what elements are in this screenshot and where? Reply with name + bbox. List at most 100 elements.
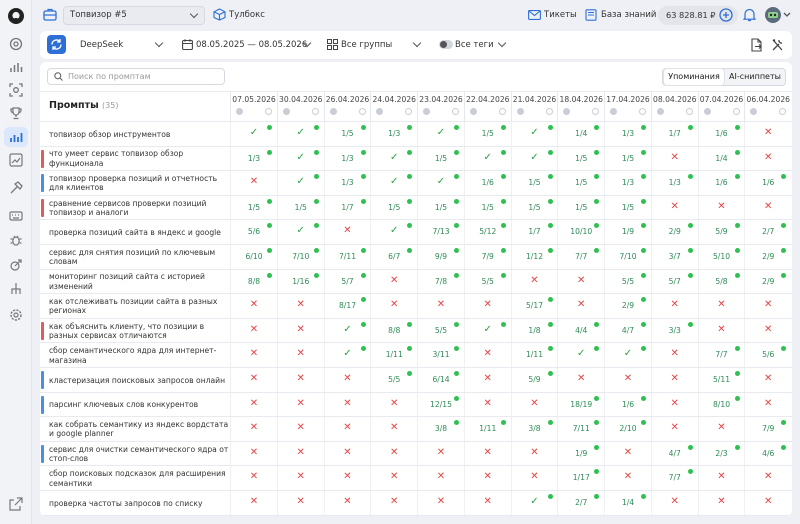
prompt-label[interactable]: топвизор проверка позиций и отчетность д… [49, 173, 218, 193]
mention-cell[interactable]: 1/5 [276, 195, 323, 221]
date-column-header[interactable]: 21.04.2026 [510, 92, 557, 121]
mention-cell[interactable]: 12/15 [417, 392, 463, 418]
date-column-header[interactable]: 26.04.2026 [323, 92, 370, 121]
mention-cell[interactable]: ✕ [744, 146, 790, 172]
mention-cell[interactable]: ✕ [604, 466, 650, 491]
date-range-selector[interactable]: 08.05.2025 — 08.05.2026 [196, 40, 308, 50]
mention-cell[interactable]: 1/5 [417, 195, 463, 221]
mention-cell[interactable]: 7/8 [417, 269, 463, 295]
date-column-header[interactable]: 17.04.2026 [604, 92, 650, 121]
table-row[interactable]: как отслеживать позиции сайта в разных р… [40, 294, 792, 319]
mention-cell[interactable]: 7/9 [463, 245, 510, 270]
mention-cell[interactable]: 7/10 [604, 245, 650, 270]
mention-cell[interactable]: ✓ [557, 343, 603, 368]
mention-cell[interactable]: 5/8 [697, 269, 744, 295]
prompt-label[interactable]: как объяснить клиенту, что позиции в раз… [49, 321, 205, 341]
mention-cell[interactable]: 8/8 [230, 269, 276, 295]
mention-cell[interactable]: 5/9 [697, 220, 744, 245]
tags-selector[interactable]: Все теги [455, 40, 494, 50]
date-column-header[interactable]: 07.04.2026 [697, 92, 744, 121]
mention-cell[interactable]: 5/5 [604, 269, 650, 295]
mention-cell[interactable]: 2/9 [744, 269, 790, 295]
mention-cell[interactable]: ✕ [230, 368, 276, 393]
mention-cell[interactable]: 1/7 [650, 122, 697, 147]
mention-cell[interactable]: ✓ [370, 171, 416, 196]
mention-cell[interactable]: ✓ [463, 318, 510, 344]
mention-cell[interactable]: 1/3 [604, 122, 650, 147]
mention-cell[interactable]: 10/10 [557, 220, 603, 245]
mention-cell[interactable]: 3/8 [417, 417, 463, 442]
mention-cell[interactable]: ✕ [604, 368, 650, 393]
mention-cell[interactable]: 8/17 [323, 294, 370, 319]
mention-cell[interactable]: 5/6 [230, 220, 276, 245]
table-row[interactable]: сбор поисковых подсказок для расширения … [40, 466, 792, 491]
mention-cell[interactable]: ✓ [276, 171, 323, 196]
mention-cell[interactable]: ✓ [510, 491, 557, 516]
date-column-header[interactable]: 07.05.2026 [230, 92, 276, 121]
mention-cell[interactable]: ✓ [463, 146, 510, 172]
prompt-label[interactable]: сервис для снятия позиций по ключевым сл… [49, 247, 216, 267]
table-row[interactable]: сервис для очистки семантического ядра о… [40, 441, 792, 467]
mention-cell[interactable]: 5/10 [697, 245, 744, 270]
mention-cell[interactable]: ✕ [276, 318, 323, 344]
tab-mentions[interactable]: Упоминания [664, 69, 724, 85]
mention-cell[interactable]: ✕ [417, 491, 463, 516]
mention-cell[interactable]: ✕ [463, 368, 510, 393]
mention-cell[interactable]: ✕ [650, 392, 697, 418]
mention-cell[interactable]: 3/7 [650, 245, 697, 270]
mention-cell[interactable]: 7/7 [697, 343, 744, 368]
mention-cell[interactable]: ✕ [744, 466, 790, 491]
date-column-header[interactable]: 08.04.2026 [650, 92, 697, 121]
date-column-header[interactable]: 24.04.2026 [370, 92, 416, 121]
mention-cell[interactable]: ✕ [604, 441, 650, 467]
mention-cell[interactable]: 1/3 [323, 171, 370, 196]
mention-cell[interactable]: 8/8 [370, 318, 416, 344]
mention-cell[interactable]: ✓ [323, 343, 370, 368]
mention-cell[interactable]: ✕ [510, 466, 557, 491]
mention-cell[interactable]: 4/4 [557, 318, 603, 344]
mention-cell[interactable]: 4/6 [744, 441, 790, 467]
bar-chart-icon[interactable] [9, 60, 23, 74]
mention-cell[interactable]: 2/9 [744, 245, 790, 270]
mention-cell[interactable]: ✕ [230, 343, 276, 368]
mention-cell[interactable]: ✕ [510, 441, 557, 467]
mention-cell[interactable]: ✕ [230, 294, 276, 319]
mention-cell[interactable]: ✕ [650, 343, 697, 368]
mention-cell[interactable]: ✕ [276, 392, 323, 418]
satellite-icon[interactable] [9, 258, 23, 272]
mention-cell[interactable]: ✕ [463, 392, 510, 418]
mention-cell[interactable]: ✕ [650, 146, 697, 172]
mention-cell[interactable]: ✕ [230, 466, 276, 491]
table-row[interactable]: топвизор проверка позиций и отчетность д… [40, 171, 792, 196]
mention-cell[interactable]: ✕ [230, 318, 276, 344]
mention-cell[interactable]: ✕ [230, 392, 276, 418]
mention-cell[interactable]: 7/7 [650, 466, 697, 491]
mention-cell[interactable]: 1/6 [463, 171, 510, 196]
knowledge-base-link[interactable]: База знаний [601, 10, 657, 20]
mention-cell[interactable]: 3/11 [417, 343, 463, 368]
model-selector[interactable]: DeepSeek [80, 40, 124, 50]
prompt-label[interactable]: что умеет сервис топвизор обзор функцион… [49, 149, 184, 168]
mention-cell[interactable]: 1/7 [510, 220, 557, 245]
mention-cell[interactable]: 8/10 [697, 392, 744, 418]
structure-icon[interactable] [9, 282, 23, 296]
mention-cell[interactable]: 1/5 [557, 146, 603, 172]
mention-cell[interactable]: ✕ [650, 368, 697, 393]
ai-visibility-icon[interactable] [9, 130, 23, 144]
table-row[interactable]: проверка частоты запросов по списку ✕ ✕ ✕ ✕ ✕… [40, 491, 792, 516]
mention-cell[interactable]: ✕ [417, 441, 463, 467]
prompt-label[interactable]: сравнение сервисов проверки позиций топв… [49, 198, 207, 218]
mention-cell[interactable]: 5/5 [370, 368, 416, 393]
mention-cell[interactable]: 1/8 [510, 318, 557, 344]
mention-cell[interactable]: ✕ [463, 441, 510, 467]
mention-cell[interactable]: 7/11 [323, 245, 370, 270]
keyboard-icon[interactable] [9, 209, 23, 223]
bug-icon[interactable] [9, 233, 23, 247]
mention-cell[interactable]: 3/3 [650, 318, 697, 344]
mention-cell[interactable]: 1/6 [697, 171, 744, 196]
mention-cell[interactable]: 1/11 [510, 343, 557, 368]
mention-cell[interactable]: ✕ [417, 294, 463, 319]
mention-cell[interactable]: ✕ [276, 343, 323, 368]
mention-cell[interactable]: ✕ [276, 441, 323, 467]
tools-settings-icon[interactable] [771, 38, 784, 52]
